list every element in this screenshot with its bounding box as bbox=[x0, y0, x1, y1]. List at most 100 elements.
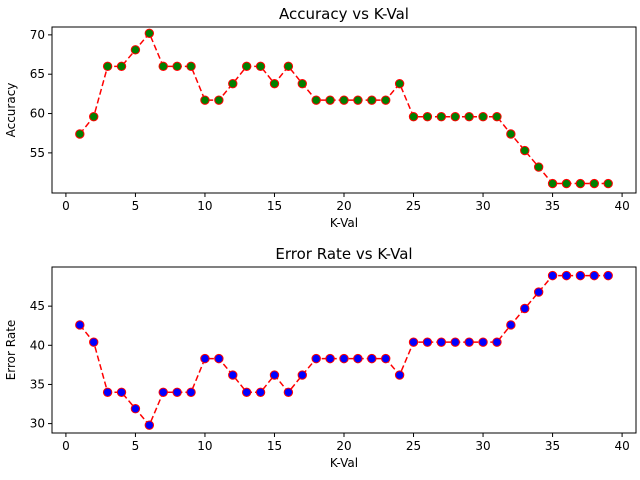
data-point bbox=[381, 353, 391, 364]
x-tick-label: 15 bbox=[267, 199, 282, 213]
data-point bbox=[269, 370, 280, 380]
data-point bbox=[116, 387, 127, 397]
chart-1: Accuracy vs K-Val 0 5 10 15 20 25 30 35 40 55 60 65 7… bbox=[4, 5, 637, 230]
x-axis-label: K-Val bbox=[330, 216, 358, 230]
data-point bbox=[394, 370, 405, 380]
y-tick-label: 30 bbox=[30, 417, 45, 431]
chart-title: Accuracy vs K-Val bbox=[279, 5, 409, 23]
data-point bbox=[561, 270, 572, 281]
x-tick-label: 0 bbox=[62, 199, 70, 213]
x-tick-label: 40 bbox=[614, 199, 629, 213]
data-point bbox=[102, 387, 113, 397]
x-tick-label: 25 bbox=[406, 199, 421, 213]
data-point bbox=[214, 95, 224, 105]
x-tick-label: 30 bbox=[475, 439, 490, 453]
data-point bbox=[353, 95, 363, 105]
series-line bbox=[79, 31, 609, 185]
chart-2: Error Rate vs K-Val 0 5 10 15 20 25 30 35 40 30 35 4… bbox=[4, 245, 637, 470]
data-point bbox=[450, 111, 460, 122]
series-line bbox=[79, 274, 609, 427]
data-point bbox=[547, 270, 558, 281]
data-point bbox=[214, 353, 224, 364]
data-point bbox=[89, 111, 99, 122]
data-point bbox=[297, 370, 307, 380]
y-tick-label: 60 bbox=[30, 107, 45, 121]
y-axis-label: Error Rate bbox=[4, 320, 18, 381]
y-tick-label: 35 bbox=[30, 377, 45, 391]
data-point bbox=[589, 178, 599, 189]
data-point bbox=[506, 129, 516, 139]
data-point bbox=[603, 270, 613, 281]
data-point bbox=[436, 337, 447, 347]
data-point bbox=[186, 61, 196, 72]
x-tick-label: 5 bbox=[132, 439, 140, 453]
data-point bbox=[311, 95, 321, 105]
y-axis-label: Accuracy bbox=[4, 83, 18, 138]
data-point bbox=[339, 95, 349, 105]
data-point bbox=[130, 45, 141, 55]
data-point bbox=[325, 353, 335, 364]
data-point bbox=[547, 178, 558, 189]
y-tick-label: 70 bbox=[30, 28, 45, 42]
data-point bbox=[339, 353, 349, 364]
data-point bbox=[116, 61, 127, 72]
x-tick-label: 15 bbox=[267, 439, 282, 453]
data-point bbox=[394, 78, 405, 89]
data-point bbox=[492, 111, 502, 122]
data-point bbox=[408, 337, 419, 347]
x-tick-label: 20 bbox=[336, 199, 351, 213]
data-point bbox=[228, 78, 238, 89]
x-tick-label: 0 bbox=[62, 439, 70, 453]
data-point bbox=[75, 320, 85, 330]
x-tick-label: 5 bbox=[132, 199, 140, 213]
data-point bbox=[325, 95, 335, 105]
data-point bbox=[144, 28, 155, 38]
data-point bbox=[367, 95, 377, 105]
data-point bbox=[367, 353, 377, 364]
chart-title: Error Rate vs K-Val bbox=[275, 245, 412, 263]
data-point bbox=[436, 111, 447, 122]
data-point bbox=[200, 353, 210, 364]
data-point bbox=[89, 337, 99, 347]
data-point bbox=[241, 61, 252, 72]
data-point bbox=[269, 78, 280, 89]
x-axis-label: K-Val bbox=[330, 456, 358, 470]
x-tick-label: 40 bbox=[614, 439, 629, 453]
x-tick-label: 35 bbox=[545, 439, 560, 453]
data-point bbox=[450, 337, 460, 347]
y-tick-label: 55 bbox=[30, 146, 45, 160]
data-point bbox=[575, 178, 586, 189]
y-tick-label: 45 bbox=[30, 299, 45, 313]
data-point bbox=[478, 337, 488, 347]
data-point bbox=[492, 337, 502, 347]
data-point bbox=[464, 111, 474, 122]
data-point bbox=[533, 287, 544, 297]
data-point bbox=[603, 178, 613, 189]
data-point bbox=[478, 111, 488, 122]
data-point bbox=[186, 387, 196, 397]
data-point bbox=[506, 320, 516, 330]
x-tick-label: 30 bbox=[475, 199, 490, 213]
data-point bbox=[422, 337, 433, 347]
x-tick-label: 35 bbox=[545, 199, 560, 213]
data-point bbox=[158, 61, 168, 72]
data-point bbox=[200, 95, 210, 105]
y-tick-label: 65 bbox=[30, 67, 45, 81]
data-point bbox=[130, 404, 141, 414]
x-tick-label: 10 bbox=[197, 439, 212, 453]
data-point bbox=[144, 420, 155, 430]
data-point bbox=[422, 111, 433, 122]
data-point bbox=[464, 337, 474, 347]
data-point bbox=[353, 353, 363, 364]
data-point bbox=[102, 61, 113, 72]
data-point bbox=[255, 387, 266, 397]
data-point bbox=[297, 78, 307, 89]
data-point bbox=[172, 387, 182, 397]
data-point bbox=[283, 61, 294, 72]
data-point bbox=[158, 387, 168, 397]
data-point bbox=[241, 387, 252, 397]
data-point bbox=[228, 370, 238, 380]
x-tick-label: 25 bbox=[406, 439, 421, 453]
x-tick-label: 10 bbox=[197, 199, 212, 213]
